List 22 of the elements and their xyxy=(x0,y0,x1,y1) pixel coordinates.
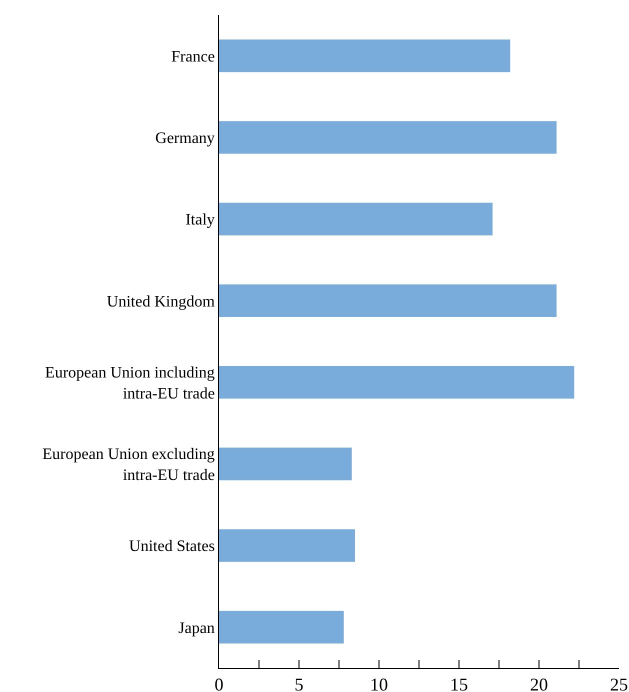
y-tick-label: Japan xyxy=(178,620,215,637)
x-tick-label: 5 xyxy=(294,674,304,692)
bar xyxy=(219,284,557,318)
x-tick-label: 10 xyxy=(370,674,388,692)
bar xyxy=(219,529,355,562)
y-tick-label: European Union excluding intra-EU trade xyxy=(42,446,215,484)
bar xyxy=(219,610,344,644)
bar xyxy=(219,39,510,72)
bar xyxy=(219,448,352,480)
x-tick-label: 20 xyxy=(530,674,548,692)
y-tick-label: Germany xyxy=(155,130,215,148)
x-tick-label: 25 xyxy=(610,674,628,692)
y-tick-label: United Kingdom xyxy=(106,293,216,310)
x-tick-label: 0 xyxy=(214,674,224,692)
y-tick-label: France xyxy=(171,48,215,66)
y-tick-label: European Union including intra-EU trade xyxy=(45,364,215,402)
bar xyxy=(219,366,574,399)
y-tick-label: United States xyxy=(129,538,215,556)
bar xyxy=(219,121,557,154)
x-tick-label: 15 xyxy=(450,674,468,692)
y-tick-label: Italy xyxy=(185,212,215,229)
bar xyxy=(219,202,493,236)
